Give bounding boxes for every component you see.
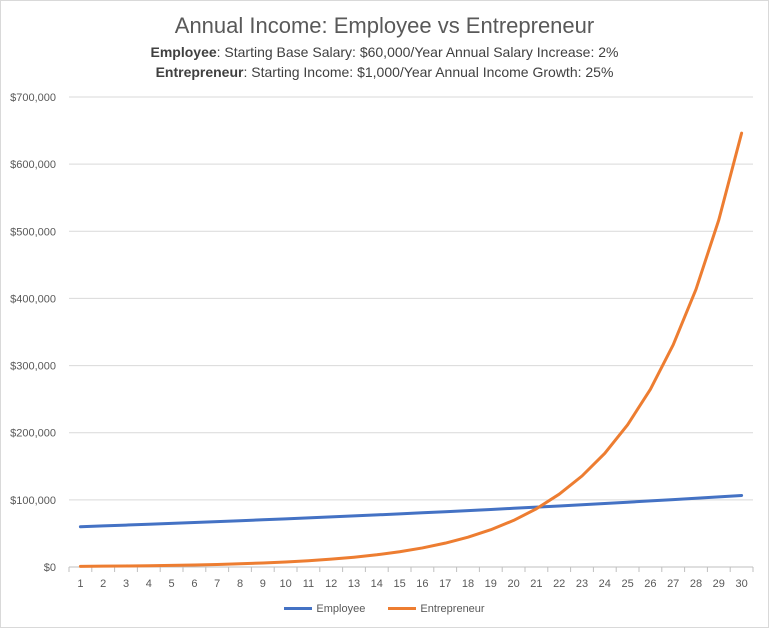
x-tick-label: 13 bbox=[348, 578, 360, 590]
x-tick-label: 30 bbox=[735, 578, 747, 590]
x-tick-label: 9 bbox=[260, 578, 266, 590]
x-tick-label: 15 bbox=[393, 578, 405, 590]
series-line-employee bbox=[78, 493, 744, 529]
x-tick-label: 14 bbox=[371, 578, 383, 590]
subtitle-employee-label: Employee bbox=[150, 44, 217, 60]
y-tick-label: $400,000 bbox=[10, 293, 56, 305]
x-tick-label: 8 bbox=[237, 578, 243, 590]
x-tick-label: 29 bbox=[713, 578, 725, 590]
legend-item-employee: Employee bbox=[284, 603, 365, 615]
y-tick-label: $700,000 bbox=[10, 92, 56, 104]
x-tick-label: 24 bbox=[599, 578, 611, 590]
x-tick-label: 16 bbox=[416, 578, 428, 590]
y-tick-label: $100,000 bbox=[10, 495, 56, 507]
x-tick-label: 23 bbox=[576, 578, 588, 590]
chart-plot-area: $0 $100,000 $200,000 $300,000 $400,000 $500,0… bbox=[10, 92, 754, 590]
legend-swatch-entrepreneur bbox=[388, 607, 417, 610]
subtitle-entrepreneur-text: : Starting Income: $1,000/Year Annual In… bbox=[243, 64, 614, 80]
series-line-entrepreneur bbox=[78, 131, 744, 568]
legend-label-employee: Employee bbox=[316, 602, 366, 615]
legend-swatch-employee bbox=[284, 607, 313, 610]
x-tick-label: 5 bbox=[169, 578, 175, 590]
y-tick-label: $300,000 bbox=[10, 361, 56, 373]
x-tick-label: 10 bbox=[279, 578, 291, 590]
y-tick-label: $200,000 bbox=[10, 428, 56, 440]
subtitle-employee-text: : Starting Base Salary: $60,000/Year Ann… bbox=[216, 44, 619, 60]
x-tick-label: 17 bbox=[439, 578, 451, 590]
x-tick-label: 26 bbox=[644, 578, 656, 590]
x-tick-label: 25 bbox=[621, 578, 633, 590]
x-tick-label: 3 bbox=[123, 578, 129, 590]
x-tick-label: 2 bbox=[100, 578, 106, 590]
x-tick-label: 21 bbox=[530, 578, 542, 590]
x-tick-label: 28 bbox=[690, 578, 702, 590]
x-tick-label: 7 bbox=[214, 578, 220, 590]
chart-subtitle-employee: Employee: Starting Base Salary: $60,000/… bbox=[1, 44, 768, 60]
x-tick-label: 19 bbox=[485, 578, 497, 590]
x-tick-label: 27 bbox=[667, 578, 679, 590]
y-tick-label: $0 bbox=[44, 562, 56, 574]
x-tick-label: 11 bbox=[303, 578, 314, 590]
x-tick-label: 20 bbox=[507, 578, 519, 590]
y-tick-label: $500,000 bbox=[10, 226, 56, 238]
legend-label-entrepreneur: Entrepreneur bbox=[420, 602, 485, 615]
x-tick-label: 1 bbox=[77, 578, 83, 590]
x-tick-label: 12 bbox=[325, 578, 337, 590]
x-tick-label: 18 bbox=[462, 578, 474, 590]
chart-legend: Employee Entrepreneur bbox=[1, 601, 768, 615]
x-tick-label: 22 bbox=[553, 578, 565, 590]
x-tick-label: 4 bbox=[146, 578, 152, 590]
subtitle-entrepreneur-label: Entrepreneur bbox=[155, 64, 244, 80]
legend-item-entrepreneur: Entrepreneur bbox=[388, 602, 485, 615]
chart-subtitle-entrepreneur: Entrepreneur: Starting Income: $1,000/Ye… bbox=[1, 64, 768, 80]
chart-title: Annual Income: Employee vs Entrepreneur bbox=[174, 13, 595, 38]
x-tick-label: 6 bbox=[191, 578, 197, 590]
y-tick-label: $600,000 bbox=[10, 159, 56, 171]
